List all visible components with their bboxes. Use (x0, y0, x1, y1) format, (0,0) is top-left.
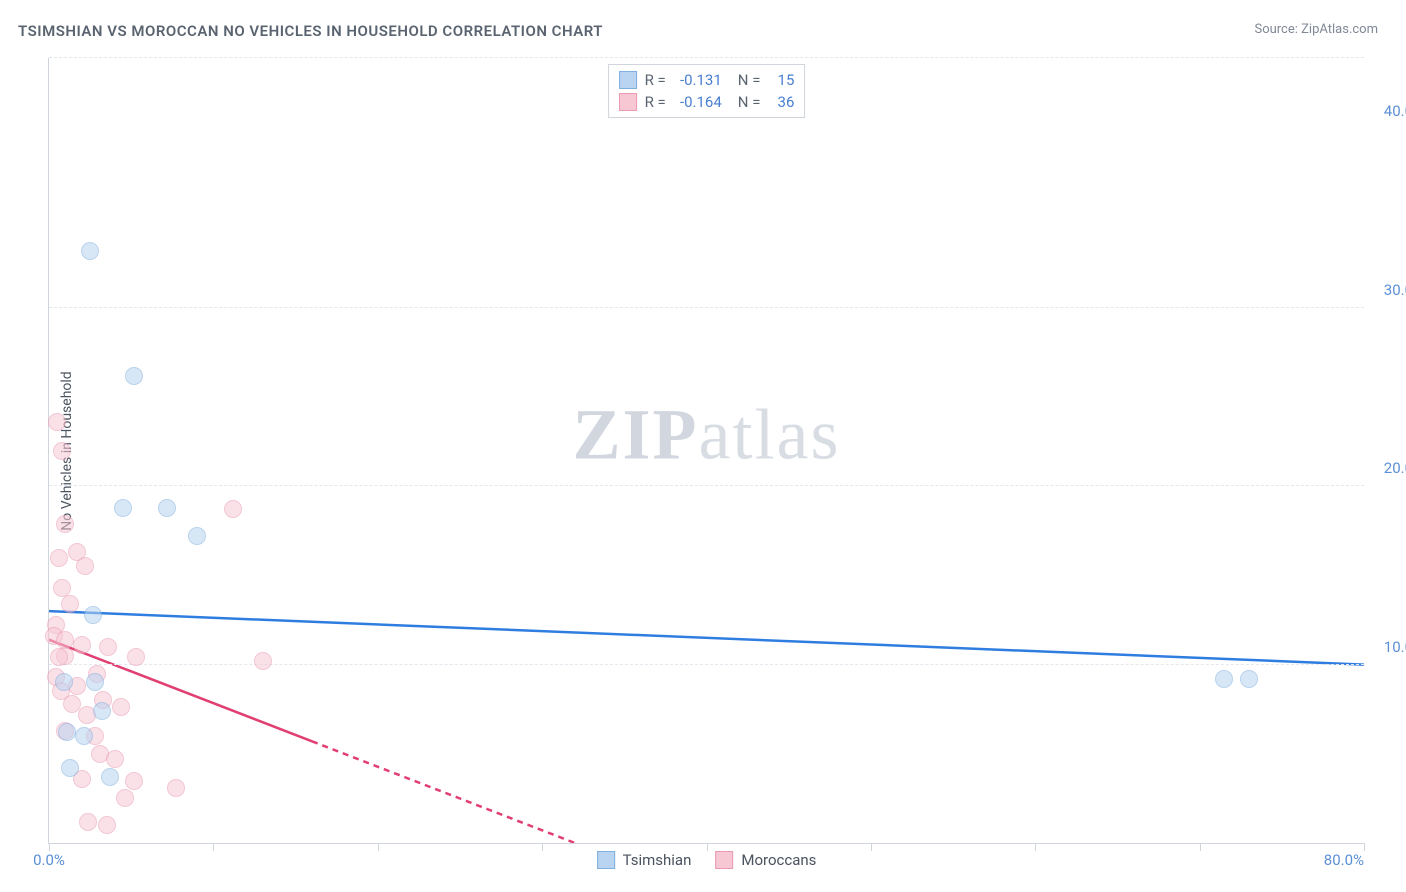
r-value-b: -0.164 (674, 93, 722, 111)
legend-row-b: R = -0.164 N = 36 (619, 91, 795, 113)
data-point-a (1240, 670, 1258, 688)
legend-row-a: R = -0.131 N = 15 (619, 69, 795, 91)
y-tick-label: 40.0% (1369, 102, 1406, 120)
n-value-a: 15 (768, 71, 794, 89)
data-point-b (53, 442, 71, 460)
data-point-a (55, 673, 73, 691)
x-tick-label: 0.0% (33, 851, 65, 869)
data-point-a (61, 759, 79, 777)
x-tick (707, 843, 708, 851)
gridline-h (49, 307, 1364, 308)
r-label: R = (645, 93, 666, 111)
swatch-b (619, 93, 637, 111)
data-point-b (98, 816, 116, 834)
source-attribution: Source: ZipAtlas.com (1254, 22, 1378, 37)
watermark: ZIPatlas (573, 393, 841, 476)
data-point-b (254, 652, 272, 670)
n-label: N = (738, 71, 761, 89)
gridline-h (49, 57, 1364, 58)
n-value-b: 36 (768, 93, 794, 111)
legend-item-a: Tsimshian (597, 851, 692, 869)
data-point-a (188, 527, 206, 545)
data-point-b (50, 549, 68, 567)
data-point-a (158, 499, 176, 517)
swatch-a (597, 851, 615, 869)
data-point-b (73, 636, 91, 654)
r-label: R = (645, 71, 666, 89)
data-point-b (106, 750, 124, 768)
y-tick-label: 30.0% (1369, 281, 1406, 299)
x-tick (378, 843, 379, 851)
swatch-a (619, 71, 637, 89)
data-point-b (99, 638, 117, 656)
data-point-a (125, 367, 143, 385)
correlation-legend: R = -0.131 N = 15 R = -0.164 N = 36 (608, 64, 806, 118)
n-label: N = (738, 93, 761, 111)
watermark-light: atlas (699, 394, 841, 474)
x-tick (49, 843, 50, 851)
plot-area: No Vehicles in Household ZIPatlas R = -0… (48, 58, 1364, 844)
x-tick-label: 80.0% (1324, 851, 1364, 869)
data-point-b (125, 772, 143, 790)
data-point-a (101, 768, 119, 786)
data-point-a (81, 242, 99, 260)
x-tick (542, 843, 543, 851)
gridline-h (49, 664, 1364, 665)
data-point-b (116, 789, 134, 807)
data-point-a (93, 702, 111, 720)
x-tick (1035, 843, 1036, 851)
chart-title: TSIMSHIAN VS MOROCCAN NO VEHICLES IN HOU… (18, 22, 603, 40)
swatch-b (715, 851, 733, 869)
trend-svg (49, 58, 1364, 843)
legend-label-b: Moroccans (741, 851, 816, 869)
data-point-b (48, 413, 66, 431)
data-point-a (114, 499, 132, 517)
legend-label-a: Tsimshian (623, 851, 692, 869)
x-tick (1200, 843, 1201, 851)
data-point-a (84, 606, 102, 624)
data-point-b (224, 500, 242, 518)
x-tick (871, 843, 872, 851)
data-point-b (127, 648, 145, 666)
legend-item-b: Moroccans (715, 851, 816, 869)
data-point-a (1215, 670, 1233, 688)
y-tick-label: 20.0% (1369, 459, 1406, 477)
data-point-b (167, 779, 185, 797)
data-point-b (56, 515, 74, 533)
data-point-b (76, 557, 94, 575)
data-point-b (112, 698, 130, 716)
data-point-b (79, 813, 97, 831)
data-point-b (61, 595, 79, 613)
gridline-h (49, 485, 1364, 486)
chart-container: TSIMSHIAN VS MOROCCAN NO VEHICLES IN HOU… (0, 0, 1406, 892)
r-value-a: -0.131 (674, 71, 722, 89)
watermark-strong: ZIP (573, 394, 699, 474)
data-point-a (75, 727, 93, 745)
data-point-b (50, 648, 68, 666)
x-tick (213, 843, 214, 851)
data-point-a (86, 673, 104, 691)
data-point-a (58, 723, 76, 741)
x-tick (1364, 843, 1365, 851)
y-tick-label: 10.0% (1369, 638, 1406, 656)
series-legend: Tsimshian Moroccans (597, 851, 817, 869)
